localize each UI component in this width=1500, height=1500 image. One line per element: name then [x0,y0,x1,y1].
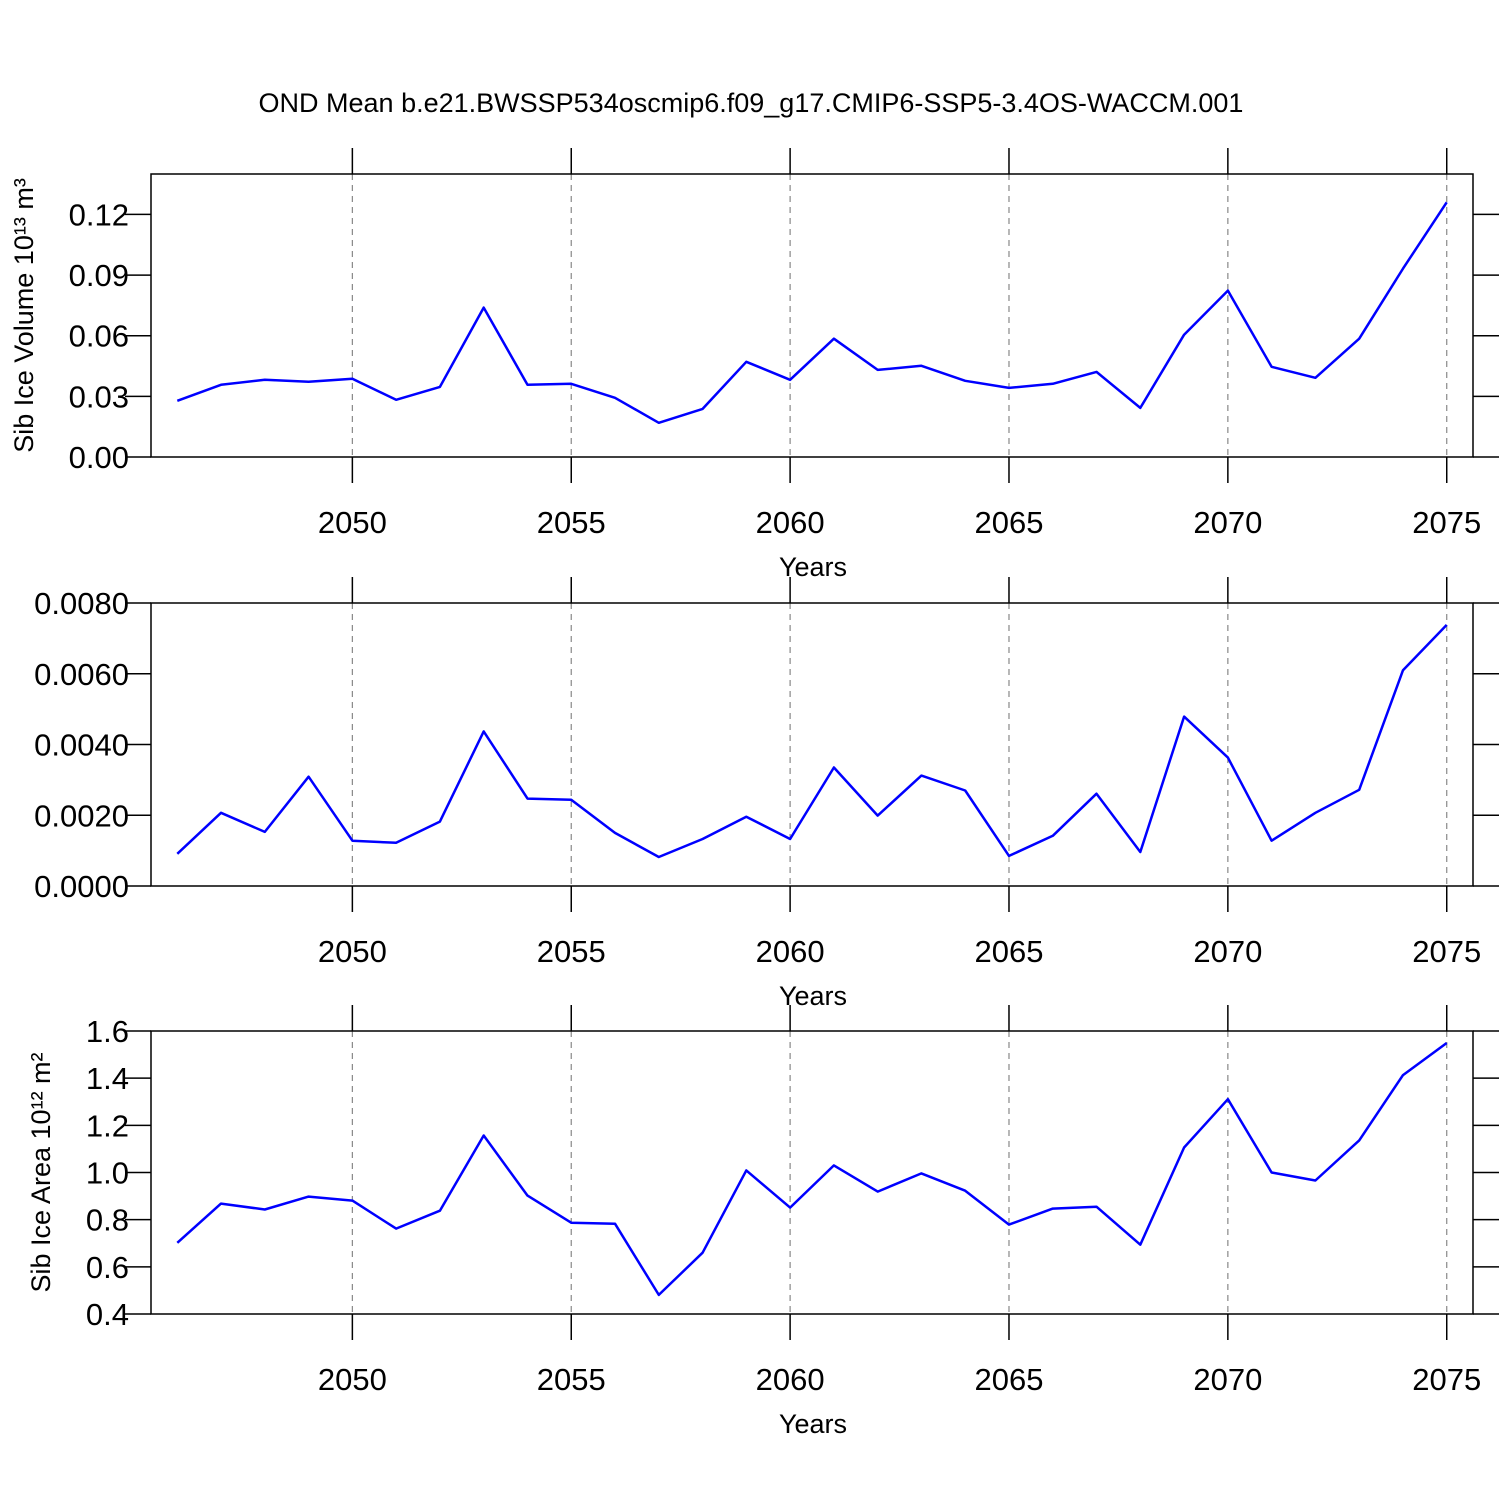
y-tick-label: 0.00 [69,440,129,475]
x-tick-label: 2055 [537,934,606,969]
y-tick-label: 0.0060 [34,657,129,692]
y-tick-label: 0.06 [69,319,129,354]
y-tick-label: 0.0040 [34,728,129,763]
chart-title: OND Mean b.e21.BWSSP534oscmip6.f09_g17.C… [259,88,1244,118]
data-line [176,1041,1448,1297]
y-axis-title: Sib Ice Volume 10¹³ m³ [9,178,39,453]
x-tick-label: 2075 [1412,1362,1481,1397]
y-tick-label: 0.12 [69,197,129,232]
y-axis-title: Sib Ice Area 10¹² m² [26,1052,56,1292]
x-tick-label: 2060 [756,505,825,540]
x-tick-label: 2060 [756,934,825,969]
x-tick-label: 2070 [1193,505,1262,540]
y-tick-label: 0.09 [69,258,129,293]
y-tick-label: 1.0 [86,1156,129,1191]
y-tick-label: 0.4 [86,1297,129,1332]
y-tick-label: 0.0020 [34,798,129,833]
y-tick-label: 0.0000 [34,869,129,904]
plot-frame [150,173,1474,458]
x-tick-label: 2075 [1412,934,1481,969]
x-tick-label: 2075 [1412,505,1481,540]
x-tick-label: 2065 [975,1362,1044,1397]
y-tick-label: 1.6 [86,1014,129,1049]
x-tick-label: 2060 [756,1362,825,1397]
y-tick-label: 1.4 [86,1061,129,1096]
x-tick-label: 2050 [318,505,387,540]
x-tick-label: 2070 [1193,1362,1262,1397]
plot-frame [150,602,1474,887]
data-line [176,201,1448,425]
x-tick-label: 2070 [1193,934,1262,969]
y-tick-label: 1.2 [86,1108,129,1143]
x-tick-label: 2065 [975,505,1044,540]
plot-frame [150,1030,1474,1315]
x-tick-label: 2055 [537,1362,606,1397]
x-tick-label: 2050 [318,934,387,969]
x-axis-title: Years [779,981,847,1011]
x-tick-label: 2065 [975,934,1044,969]
y-axis-title: Sib Snow Volume 10¹³ m³ [0,591,3,897]
y-tick-label: 0.03 [69,379,129,414]
x-axis-title: Years [779,1409,847,1439]
data-line [176,624,1448,859]
x-tick-label: 2055 [537,505,606,540]
y-tick-label: 0.8 [86,1203,129,1238]
x-tick-label: 2050 [318,1362,387,1397]
y-tick-label: 0.0080 [34,586,129,621]
x-axis-title: Years [779,552,847,582]
y-tick-label: 0.6 [86,1250,129,1285]
